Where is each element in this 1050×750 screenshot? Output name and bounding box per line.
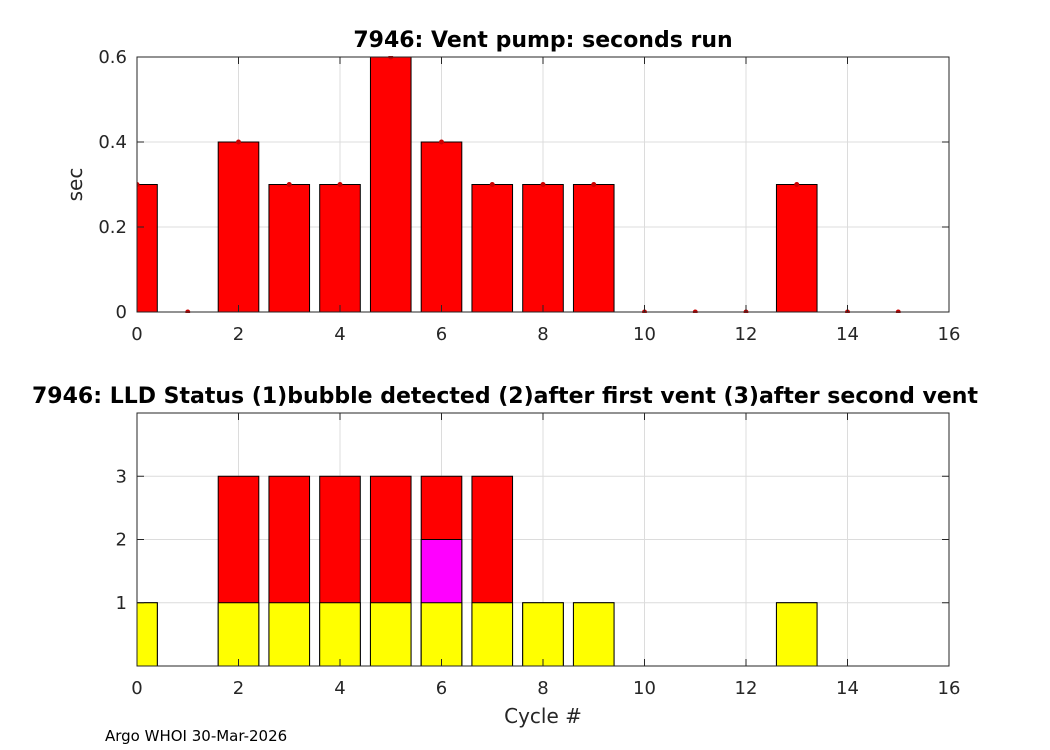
x-tick-label: 14 — [836, 678, 859, 699]
status-bar-base — [137, 602, 158, 666]
x-tick-label: 2 — [233, 324, 244, 345]
bar — [369, 56, 412, 313]
status-bar-base — [217, 602, 260, 666]
bar — [572, 184, 615, 313]
bar — [268, 184, 311, 313]
data-point — [286, 182, 292, 187]
x-axis-label: Cycle # — [504, 704, 582, 728]
status-bar-base — [522, 602, 564, 666]
bar — [471, 184, 514, 313]
status-bar-base — [420, 602, 463, 666]
status-bar-base — [369, 602, 412, 666]
x-tick-label: 16 — [938, 678, 961, 699]
x-tick-label: 12 — [735, 324, 758, 345]
y-tick-label: 0 — [116, 302, 127, 323]
x-tick-label: 2 — [233, 678, 244, 699]
x-tick-label: 8 — [537, 324, 548, 345]
x-tick-label: 4 — [334, 678, 345, 699]
bar — [522, 184, 564, 313]
status-bar-base — [268, 602, 311, 666]
bar — [420, 141, 463, 313]
vent-pump-chart: 0 2 4 6 8 10 12 14 16 0 0.2 0.4 0.6 7946: Vent pump: … — [63, 28, 960, 345]
y-tick-label: 0.2 — [98, 217, 127, 238]
data-point — [236, 139, 241, 145]
x-tick-label: 10 — [633, 324, 656, 345]
data-point — [794, 182, 800, 187]
x-tick-label: 8 — [537, 678, 548, 699]
y-axis-label: sec — [63, 168, 87, 202]
y-tick-label: 3 — [116, 466, 127, 487]
chart-title: 7946: LLD Status (1)bubble detected (2)a… — [32, 384, 978, 409]
status-bar-base — [471, 602, 514, 666]
data-point — [591, 182, 597, 187]
y-tick-label: 2 — [116, 530, 127, 551]
bar — [319, 184, 361, 313]
status-bar-base — [572, 602, 615, 666]
data-point — [439, 139, 444, 145]
x-tick-label: 0 — [131, 324, 142, 345]
x-tick-label: 4 — [334, 324, 345, 345]
x-tick-label: 0 — [131, 678, 142, 699]
bars-group — [137, 56, 901, 313]
x-tick-label: 10 — [633, 678, 656, 699]
status-bar-base — [319, 602, 361, 666]
data-point — [540, 182, 546, 187]
data-point — [489, 182, 495, 187]
y-tick-label: 0.6 — [98, 47, 127, 68]
data-point — [137, 182, 140, 187]
bar — [775, 184, 818, 313]
footer-credit: Argo WHOI 30-Mar-2026 — [105, 727, 287, 745]
bar — [217, 141, 260, 313]
status-bar-base — [775, 602, 818, 666]
bars-group — [137, 475, 818, 666]
y-tick-label: 1 — [116, 593, 127, 614]
x-tick-label: 6 — [436, 324, 447, 345]
x-tick-label: 14 — [836, 324, 859, 345]
x-tick-label: 6 — [436, 678, 447, 699]
x-tick-label: 16 — [938, 324, 961, 345]
bar — [137, 184, 158, 313]
data-point — [337, 182, 343, 187]
chart-title: 7946: Vent pump: seconds run — [353, 28, 732, 53]
x-tick-label: 12 — [735, 678, 758, 699]
y-tick-label: 0.4 — [98, 132, 127, 153]
